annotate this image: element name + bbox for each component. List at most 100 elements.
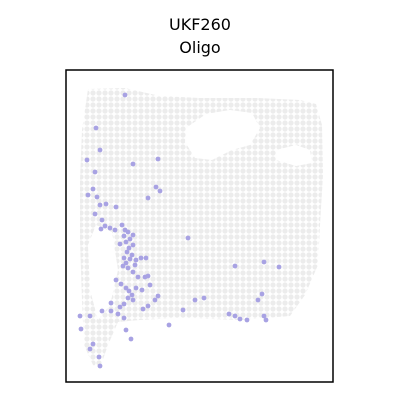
oligo-point	[123, 239, 129, 245]
oligo-point	[127, 256, 133, 262]
oligo-point	[145, 303, 151, 309]
oligo-point	[121, 255, 127, 261]
oligo-point	[232, 313, 238, 319]
oligo-point	[78, 326, 84, 332]
oligo-point	[118, 281, 124, 287]
tissue-gap-3	[88, 225, 118, 320]
oligo-point	[152, 297, 158, 303]
oligo-point	[145, 273, 151, 279]
oligo-point	[130, 269, 136, 275]
oligo-point	[138, 255, 144, 261]
oligo-point	[113, 204, 119, 210]
oligo-point	[259, 291, 265, 297]
oligo-point	[108, 308, 114, 314]
oligo-point	[132, 262, 138, 268]
oligo-point	[201, 295, 207, 301]
oligo-point	[226, 311, 232, 317]
oligo-point	[122, 92, 128, 98]
oligo-point	[120, 263, 126, 269]
highlight-points	[77, 92, 282, 369]
oligo-point	[128, 336, 134, 342]
oligo-point	[94, 194, 100, 200]
oligo-point	[276, 264, 282, 270]
oligo-point	[99, 217, 105, 223]
tissue-gap-1	[185, 110, 260, 160]
oligo-point	[129, 252, 135, 258]
oligo-point	[143, 255, 149, 261]
oligo-point	[121, 233, 127, 239]
oligo-point	[121, 301, 127, 307]
oligo-point	[261, 259, 267, 265]
oligo-point	[96, 354, 102, 360]
oligo-point	[261, 313, 267, 319]
oligo-point	[157, 188, 163, 194]
oligo-point	[130, 242, 136, 248]
oligo-point	[133, 257, 139, 263]
oligo-point	[102, 223, 108, 229]
tissue-gap-2	[276, 145, 312, 166]
oligo-point	[125, 295, 131, 301]
oligo-point	[155, 293, 161, 299]
oligo-point	[166, 322, 172, 328]
oligo-point	[123, 327, 129, 333]
plot-frame	[65, 69, 334, 383]
oligo-point	[130, 232, 136, 238]
oligo-point	[125, 265, 131, 271]
tissue-area	[80, 88, 323, 368]
oligo-point	[123, 260, 129, 266]
oligo-point	[139, 287, 145, 293]
tissue-background	[80, 88, 323, 368]
oligo-point	[103, 201, 109, 207]
oligo-point	[263, 317, 269, 323]
oligo-point	[129, 292, 135, 298]
oligo-point	[84, 157, 90, 163]
oligo-point	[108, 300, 114, 306]
oligo-point	[97, 363, 103, 369]
oligo-point	[185, 235, 191, 241]
oligo-point	[126, 245, 132, 251]
oligo-point	[155, 156, 161, 162]
oligo-point	[93, 125, 99, 131]
oligo-point	[112, 227, 118, 233]
oligo-point	[145, 195, 151, 201]
oligo-point	[121, 315, 127, 321]
oligo-point	[130, 161, 136, 167]
oligo-point	[115, 311, 121, 317]
oligo-point	[99, 308, 105, 314]
oligo-point	[107, 225, 113, 231]
oligo-point	[135, 274, 141, 280]
oligo-point	[98, 226, 104, 232]
oligo-point	[87, 346, 93, 352]
oligo-point	[140, 306, 146, 312]
oligo-point	[126, 288, 132, 294]
oligo-point	[117, 241, 123, 247]
oligo-point	[97, 202, 103, 208]
oligo-point	[125, 229, 131, 235]
oligo-point	[77, 313, 83, 319]
oligo-point	[153, 184, 159, 190]
oligo-point	[87, 313, 93, 319]
oligo-point	[123, 285, 129, 291]
oligo-point	[97, 147, 103, 153]
oligo-point	[244, 317, 250, 323]
oligo-point	[90, 341, 96, 347]
chart-subtitle: Oligo	[179, 38, 221, 57]
oligo-point	[133, 285, 139, 291]
oligo-point	[237, 316, 243, 322]
oligo-point	[127, 236, 133, 242]
oligo-point	[124, 249, 130, 255]
oligo-point	[255, 297, 261, 303]
oligo-point	[117, 304, 123, 310]
oligo-point	[119, 222, 125, 228]
oligo-point	[92, 169, 98, 175]
chart-title: UKF260	[169, 15, 231, 34]
oligo-point	[113, 277, 119, 283]
oligo-point	[180, 307, 186, 313]
oligo-point	[130, 297, 136, 303]
oligo-point	[232, 263, 238, 269]
oligo-point	[85, 192, 91, 198]
oligo-point	[92, 211, 98, 217]
oligo-point	[90, 186, 96, 192]
oligo-point	[192, 297, 198, 303]
